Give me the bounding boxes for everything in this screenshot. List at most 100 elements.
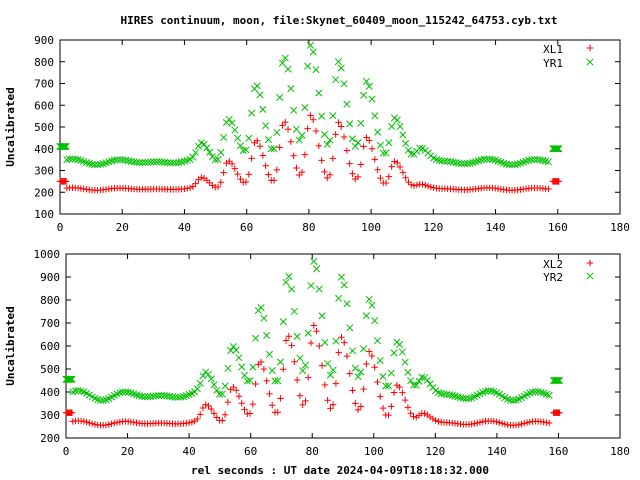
data-point-yr2	[443, 390, 451, 398]
data-point-xl1	[256, 143, 264, 150]
data-point-xl1	[329, 155, 337, 162]
data-point-yr2	[227, 347, 235, 355]
data-point-yr2	[348, 347, 357, 355]
data-point-xl2	[202, 401, 209, 408]
data-point-yr1	[62, 143, 70, 151]
x-tick-label: 0	[57, 221, 64, 234]
data-point-yr1	[508, 161, 516, 169]
data-point-yr2	[144, 393, 152, 401]
data-point-yr1	[385, 139, 393, 147]
data-point-xl1	[184, 185, 191, 192]
data-point-xl1	[214, 183, 222, 191]
data-point-yr2	[210, 381, 218, 389]
data-point-yr1	[127, 157, 135, 165]
legend-marker-yr2	[586, 272, 594, 280]
data-point-xl2	[404, 404, 412, 411]
data-point-yr2	[418, 373, 426, 381]
data-point-yr2	[68, 375, 76, 383]
data-point-xl1	[338, 123, 345, 130]
bottom-plot-frame	[65, 253, 621, 439]
top-legend: XL1 YR1	[543, 43, 594, 70]
data-point-xl2	[407, 410, 414, 417]
data-point-xl2	[360, 385, 367, 393]
data-point-yr1	[402, 139, 410, 147]
data-point-yr2	[288, 285, 296, 293]
data-point-yr1	[446, 158, 454, 166]
legend-marker-xl1	[586, 44, 594, 52]
data-point-yr1	[276, 93, 284, 101]
data-point-xl2	[266, 390, 273, 398]
data-point-xl2	[401, 396, 409, 404]
data-point-xl2	[318, 362, 326, 369]
data-point-yr1	[178, 158, 186, 166]
data-point-yr1	[337, 64, 345, 72]
data-point-yr1	[354, 139, 362, 147]
data-point-yr1	[379, 149, 387, 157]
data-point-yr2	[246, 376, 254, 385]
data-point-xl1	[231, 165, 239, 172]
data-point-xl2	[246, 410, 254, 417]
top-axis-ticks: 0 20 40 60 80 100 120 140 160 180 100 200 300 400 500 6…	[34, 34, 630, 234]
data-point-yr1	[108, 157, 116, 165]
data-point-xl2	[490, 418, 498, 425]
data-point-yr2	[304, 329, 312, 337]
data-point-yr2	[332, 337, 340, 345]
data-point-xl1	[254, 137, 261, 145]
data-point-yr2	[193, 385, 201, 393]
data-point-yr1	[334, 58, 342, 66]
y-tick-label: 200	[40, 432, 60, 445]
data-point-yr2	[365, 295, 373, 303]
data-point-xl1	[273, 166, 281, 174]
data-point-yr2	[152, 392, 160, 400]
data-point-xl1	[332, 131, 339, 138]
legend-label-yr1: YR1	[543, 57, 563, 70]
data-point-yr2	[235, 354, 243, 362]
data-point-xl2	[285, 333, 293, 340]
data-point-xl1	[340, 133, 348, 141]
data-point-yr1	[239, 147, 247, 155]
data-point-xl2	[210, 410, 218, 417]
bottom-data-points	[62, 257, 564, 429]
data-point-xl1	[419, 181, 426, 188]
data-point-yr1	[351, 142, 359, 150]
data-point-yr2	[312, 265, 321, 273]
data-point-yr2	[407, 376, 415, 385]
data-point-xl2	[302, 397, 309, 405]
data-point-xl1	[228, 160, 236, 168]
data-point-yr1	[463, 160, 471, 168]
data-point-xl2	[321, 381, 329, 389]
data-point-xl2	[299, 401, 306, 409]
data-point-yr2	[487, 387, 495, 395]
data-point-xl2	[399, 389, 406, 396]
data-point-xl2	[390, 389, 398, 396]
data-point-yr1	[315, 89, 323, 97]
data-point-yr2	[387, 369, 395, 377]
data-point-yr1	[292, 125, 300, 133]
data-point-yr1	[458, 159, 466, 168]
data-point-yr1	[477, 156, 485, 164]
data-point-xl2	[496, 419, 503, 426]
data-point-yr2	[396, 340, 404, 349]
data-point-yr1	[320, 130, 328, 138]
data-point-xl1	[189, 183, 197, 190]
data-point-xl2	[316, 342, 323, 350]
data-point-yr2	[376, 357, 384, 365]
data-point-yr1	[284, 65, 292, 73]
data-point-xl2	[435, 418, 442, 425]
data-point-yr1	[416, 144, 424, 152]
data-point-yr1	[298, 131, 306, 139]
data-point-xl2	[335, 349, 342, 356]
data-point-yr1	[460, 160, 468, 168]
data-point-xl1	[377, 174, 384, 182]
data-point-yr2	[157, 391, 165, 399]
data-point-xl2	[377, 393, 384, 400]
data-point-yr2	[232, 346, 240, 354]
data-point-xl2	[83, 418, 90, 426]
data-point-yr1	[530, 155, 538, 164]
data-point-yr2	[249, 363, 257, 371]
data-point-xl2	[274, 408, 281, 416]
data-point-yr1	[365, 82, 373, 90]
data-point-yr2	[282, 278, 290, 286]
data-point-yr1	[60, 143, 68, 151]
data-point-yr1	[273, 128, 281, 136]
